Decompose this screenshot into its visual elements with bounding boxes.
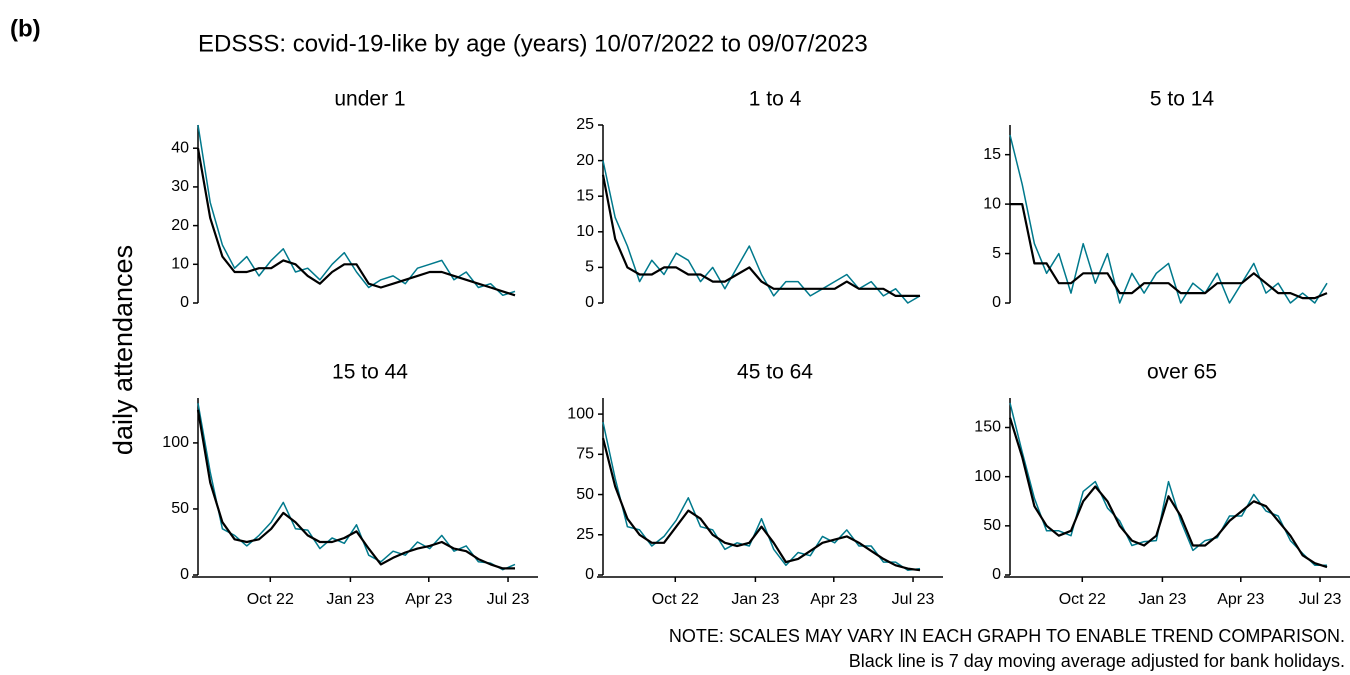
y-tick-label: 20: [576, 152, 594, 169]
y-tick-label: 0: [180, 294, 189, 311]
panel-title: under 1: [334, 88, 405, 111]
x-tick-label: Apr 23: [810, 591, 857, 608]
y-tick-label: 0: [585, 566, 594, 583]
daily-line: [197, 124, 516, 297]
y-tick-label: 15: [576, 187, 594, 204]
daily-line: [1009, 134, 1328, 304]
y-tick-label: 25: [576, 526, 594, 543]
y-tick-label: 50: [983, 517, 1001, 534]
daily-line: [602, 160, 921, 304]
daily-line: [1009, 402, 1327, 566]
moving-average-line: [601, 437, 921, 572]
y-tick-label: 40: [171, 139, 189, 156]
y-tick-label: 10: [983, 195, 1001, 212]
y-tick-label: 20: [171, 217, 189, 234]
x-tick-label: Jan 23: [326, 591, 374, 608]
panel-title: over 65: [1147, 361, 1217, 384]
y-tick-label: 50: [171, 500, 189, 517]
y-tick-label: 30: [171, 178, 189, 195]
note: Black line is 7 day moving average adjus…: [849, 651, 1345, 671]
y-tick-label: 0: [992, 294, 1001, 311]
note: NOTE: SCALES MAY VARY IN EACH GRAPH TO E…: [669, 626, 1345, 646]
x-tick-label: Jan 23: [731, 591, 779, 608]
daily-line: [197, 403, 516, 571]
x-tick-label: Jul 23: [892, 591, 935, 608]
x-tick-label: Jan 23: [1138, 591, 1186, 608]
y-tick-label: 15: [983, 146, 1001, 163]
y-axis-label: daily attendances: [108, 245, 138, 455]
moving-average-line: [1010, 203, 1328, 300]
y-tick-label: 5: [992, 245, 1001, 262]
y-tick-label: 0: [992, 566, 1001, 583]
y-tick-label: 0: [180, 566, 189, 583]
x-tick-label: Oct 22: [247, 591, 294, 608]
moving-average-line: [196, 409, 515, 570]
y-tick-label: 150: [974, 419, 1001, 436]
x-tick-label: Apr 23: [1217, 591, 1264, 608]
moving-average-line: [601, 174, 920, 297]
x-tick-label: Jul 23: [1299, 591, 1342, 608]
y-tick-label: 75: [576, 446, 594, 463]
x-tick-label: Oct 22: [1059, 591, 1106, 608]
panel-title: 5 to 14: [1150, 88, 1215, 111]
y-tick-label: 10: [576, 223, 594, 240]
x-tick-label: Jul 23: [487, 591, 530, 608]
y-tick-label: 10: [171, 256, 189, 273]
panel-label: (b): [10, 15, 41, 42]
y-tick-label: 5: [585, 259, 594, 276]
y-tick-label: 100: [974, 468, 1001, 485]
x-tick-label: Oct 22: [652, 591, 699, 608]
y-tick-label: 100: [567, 405, 594, 422]
panel-title: 15 to 44: [332, 361, 408, 384]
moving-average-line: [1008, 417, 1328, 569]
daily-line: [602, 421, 921, 571]
panel-title: 1 to 4: [749, 88, 802, 111]
y-tick-label: 100: [162, 434, 189, 451]
y-tick-label: 50: [576, 486, 594, 503]
y-tick-label: 0: [585, 294, 594, 311]
x-tick-label: Apr 23: [405, 591, 452, 608]
y-tick-label: 25: [576, 116, 594, 133]
moving-average-line: [196, 148, 516, 297]
figure-title: EDSSS: covid-19-like by age (years) 10/0…: [198, 30, 868, 57]
panel-title: 45 to 64: [737, 361, 813, 384]
